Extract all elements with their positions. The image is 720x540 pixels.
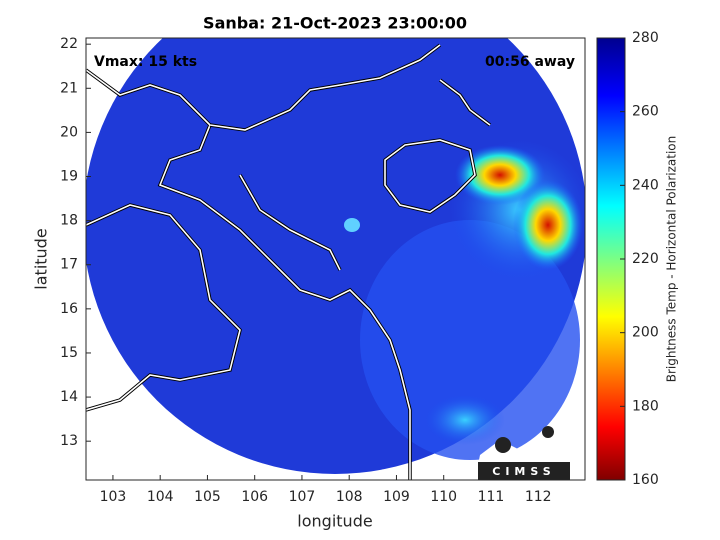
x-tick-label: 111 bbox=[478, 489, 505, 505]
x-axis-label: longitude bbox=[297, 512, 372, 531]
swath-region bbox=[360, 220, 580, 460]
x-tick-label: 105 bbox=[194, 489, 221, 505]
x-tick-label: 109 bbox=[383, 489, 410, 505]
annotation: Vmax: 15 kts bbox=[94, 54, 197, 70]
annotation: 00:56 away bbox=[485, 54, 575, 70]
satellite-image: CIMSS bbox=[86, 38, 585, 480]
y-tick-label: 15 bbox=[60, 345, 78, 361]
y-tick-label: 14 bbox=[60, 389, 78, 405]
y-tick-label: 17 bbox=[60, 257, 78, 273]
colorbar-tick-label: 160 bbox=[632, 472, 659, 488]
colorbar-label: Brightness Temp - Horizontal Polarizatio… bbox=[665, 136, 679, 383]
x-tick-label: 104 bbox=[147, 489, 174, 505]
logo-text: CIMSS bbox=[492, 465, 555, 478]
colorbar-tick-label: 180 bbox=[632, 398, 659, 414]
x-tick-label: 110 bbox=[430, 489, 457, 505]
y-tick-label: 22 bbox=[60, 36, 78, 52]
y-axis-label: latitude bbox=[32, 228, 51, 289]
y-tick-label: 20 bbox=[60, 124, 78, 140]
y-tick-label: 21 bbox=[60, 80, 78, 96]
y-tick-label: 13 bbox=[60, 433, 78, 449]
axes-box bbox=[85, 37, 586, 481]
colorbar-tick-label: 220 bbox=[632, 251, 659, 267]
x-tick-label: 103 bbox=[100, 489, 127, 505]
colorbar-tick-label: 260 bbox=[632, 104, 659, 120]
colorbar-tick-label: 280 bbox=[632, 30, 659, 46]
x-tick-label: 106 bbox=[241, 489, 268, 505]
cloud bbox=[455, 145, 545, 205]
colorbar-tick-label: 240 bbox=[632, 177, 659, 193]
x-tick-label: 107 bbox=[289, 489, 316, 505]
cloud bbox=[344, 218, 360, 232]
x-tick-label: 112 bbox=[525, 489, 552, 505]
y-tick-label: 19 bbox=[60, 169, 78, 185]
colorbar-tick-label: 200 bbox=[632, 325, 659, 341]
y-tick-label: 18 bbox=[60, 213, 78, 229]
logo: CIMSS bbox=[475, 426, 572, 480]
x-tick-label: 108 bbox=[336, 489, 363, 505]
y-tick-label: 16 bbox=[60, 301, 78, 317]
cloud bbox=[513, 180, 583, 270]
cloud bbox=[425, 395, 505, 445]
chart-title: Sanba: 21-Oct-2023 23:00:00 bbox=[203, 14, 467, 33]
